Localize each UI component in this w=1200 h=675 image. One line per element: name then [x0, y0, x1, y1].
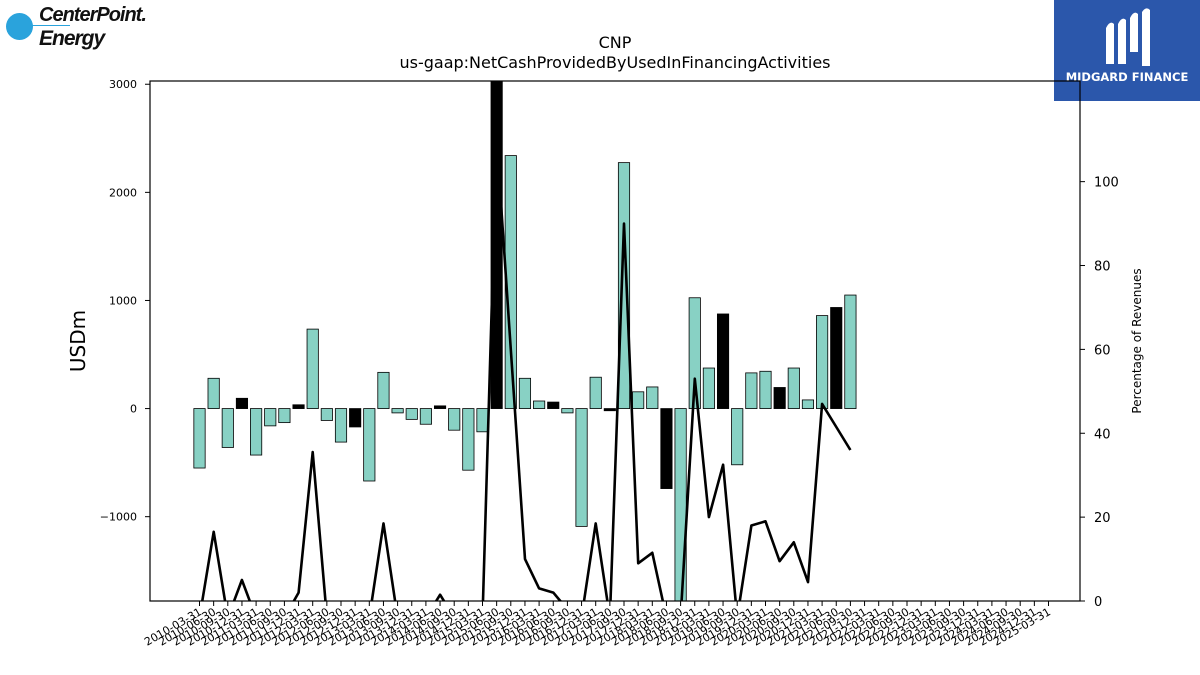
bar-2012-12-31 [349, 408, 362, 428]
midgard-logo-text: MIDGARD FINANCE [1065, 70, 1189, 84]
bar-2013-06-30 [377, 371, 390, 409]
bar-2011-09-30 [278, 408, 291, 424]
bar-2012-09-30 [334, 408, 348, 443]
bar-2013-09-30 [391, 408, 404, 414]
bar-2020-03-31 [759, 370, 772, 409]
bar-2014-03-31 [419, 408, 432, 425]
bar-2015-12-31 [518, 377, 532, 409]
y2-tick-label: 100 [1094, 176, 1119, 191]
midgard-finance-logo: MIDGARD FINANCE [1054, 0, 1200, 101]
midgard-mark-icon [1106, 8, 1150, 66]
chart-subtitle: us-gaap:NetCashProvidedByUsedInFinancing… [399, 53, 830, 72]
bar-2014-09-30 [448, 408, 461, 431]
bar-2011-12-31 [292, 404, 305, 409]
bar-2013-03-31 [363, 408, 376, 482]
bar-2017-03-31 [589, 376, 602, 409]
bar-2010-12-31 [235, 397, 249, 409]
bar-2019-09-30 [731, 408, 744, 466]
bar-2011-06-30 [264, 408, 277, 427]
bar-2018-03-31 [646, 386, 659, 409]
bar-2015-03-31 [476, 408, 489, 433]
bar-2010-06-30 [207, 377, 220, 409]
bar-2020-09-30 [787, 367, 800, 409]
bar-2016-09-30 [561, 408, 574, 414]
bar-2013-12-31 [405, 408, 418, 420]
y2-axis-label: Percentage of Revenues [1130, 268, 1144, 413]
bar-2016-03-31 [533, 400, 546, 409]
bar-2010-03-31 [193, 408, 206, 469]
bar-2021-03-31 [816, 315, 829, 409]
bar-2012-03-31 [306, 328, 319, 409]
bar-2011-03-31 [250, 408, 263, 456]
y2-tick-label: 60 [1094, 343, 1111, 358]
y2-tick-label: 20 [1094, 511, 1111, 526]
bar-2017-06-30 [603, 408, 616, 412]
bar-2014-06-30 [433, 405, 447, 409]
logo-text-line2: Energy [39, 27, 105, 50]
bar-2014-12-31 [462, 408, 475, 471]
bar-2019-03-31 [702, 367, 715, 409]
logo-circle-icon [6, 13, 33, 40]
plot-frame [149, 80, 1081, 602]
y-tick-label: 0 [130, 403, 137, 416]
bar-2021-06-30 [830, 307, 843, 409]
percent-of-revenues-line [200, 138, 852, 601]
bar-2012-06-30 [320, 408, 333, 421]
bar-2015-06-30 [490, 81, 503, 409]
bar-2021-09-30 [844, 294, 857, 409]
y-tick-label: −1000 [100, 511, 137, 524]
bar-2019-12-31 [745, 372, 758, 409]
bar-2017-12-31 [632, 391, 645, 409]
bar-2017-09-30 [617, 162, 631, 409]
bar-2018-12-31 [688, 297, 701, 409]
y-tick-label: 3000 [109, 78, 137, 91]
y-tick-label: 2000 [109, 186, 137, 199]
y2-tick-label: 40 [1094, 427, 1111, 442]
y-axis-label: USDm [66, 310, 90, 372]
centerpoint-energy-logo: CenterPoint. Energy [6, 4, 147, 56]
y2-tick-label: 0 [1094, 595, 1102, 610]
bar-2016-12-31 [575, 408, 588, 527]
bar-2016-06-30 [547, 401, 560, 409]
bar-2020-12-31 [801, 399, 815, 409]
bar-2020-06-30 [773, 387, 786, 409]
logo-text-line1: CenterPoint. [39, 4, 147, 26]
y2-tick-label: 80 [1094, 260, 1111, 275]
bar-2010-09-30 [221, 408, 234, 448]
y-tick-label: 1000 [109, 294, 137, 307]
chart-title: CNP [599, 33, 632, 52]
bar-2019-06-30 [716, 313, 730, 409]
bar-2018-06-30 [660, 408, 673, 489]
